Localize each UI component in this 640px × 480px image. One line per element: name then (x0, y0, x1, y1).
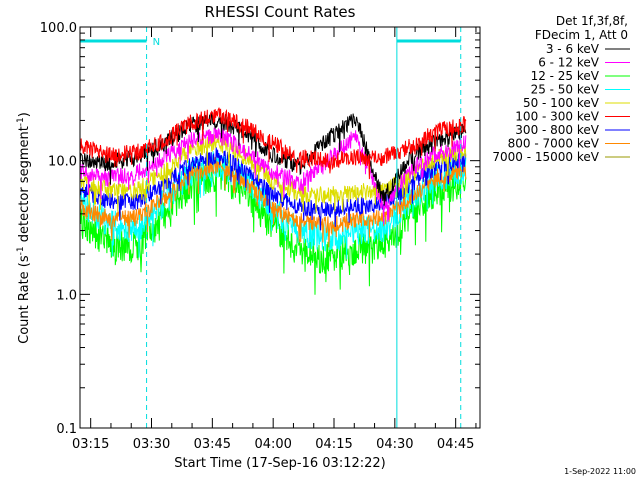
y-tick-labels: 0.1 1.0 10.0 100.0 (40, 21, 77, 437)
tick-layer (80, 26, 480, 429)
y-tick-label: 0.1 (56, 422, 77, 437)
legend-item-label: 800 - 7000 keV (508, 137, 600, 151)
legend-item-label: 100 - 300 keV (515, 110, 599, 124)
series-line (79, 107, 467, 180)
legend-item-label: 7000 - 15000 keV (492, 150, 599, 164)
legend-item-label: 50 - 100 keV (523, 96, 600, 110)
legend-header-line: Det 1f,3f,8f, (556, 14, 628, 28)
y-axis-label: Count Rate (s-1 detector segment-1) (16, 112, 32, 344)
x-tick-label: 04:15 (315, 437, 352, 452)
series-line (79, 111, 467, 206)
series-line (79, 146, 467, 231)
y-axis-label-exponent: -1 (16, 117, 26, 126)
legend: Det 1f,3f,8f, FDecim 1, Att 0 3 - 6 keV6… (492, 14, 630, 164)
legend-item-label: 6 - 12 keV (538, 56, 600, 70)
y-axis-label-part: Count Rate (s (17, 255, 32, 344)
y-tick-label: 1.0 (56, 288, 77, 303)
x-tick-label: 03:45 (194, 437, 231, 452)
legend-item-label: 3 - 6 keV (546, 42, 600, 56)
legend-header-line: FDecim 1, Att 0 (535, 28, 628, 42)
x-tick-label: 04:00 (254, 437, 291, 452)
series-layer (79, 107, 467, 295)
y-axis-label-part: detector segment (17, 126, 32, 246)
x-tick-label: 04:30 (376, 437, 413, 452)
legend-item-label: 12 - 25 keV (531, 69, 600, 83)
y-tick-label: 100.0 (40, 21, 77, 36)
x-axis-label: Start Time (17-Sep-16 03:12:22) (174, 456, 385, 471)
chart-title: RHESSI Count Rates (205, 3, 356, 21)
legend-item-label: 25 - 50 keV (531, 83, 600, 97)
x-tick-labels: 03:15 03:30 03:45 04:00 04:15 04:30 04:45 (72, 437, 474, 452)
y-tick-label: 10.0 (48, 155, 77, 170)
marker-label: N (153, 37, 160, 48)
x-tick-label: 04:45 (437, 437, 474, 452)
series-line (79, 156, 467, 248)
y-axis-label-part: ) (17, 112, 32, 117)
y-axis-label-exponent: -1 (16, 246, 26, 255)
legend-item-label: 300 - 800 keV (515, 123, 599, 137)
footer-timestamp: 1-Sep-2022 11:00 (564, 467, 636, 476)
x-tick-label: 03:30 (133, 437, 170, 452)
plot-frame (79, 26, 481, 429)
x-tick-label: 03:15 (72, 437, 109, 452)
